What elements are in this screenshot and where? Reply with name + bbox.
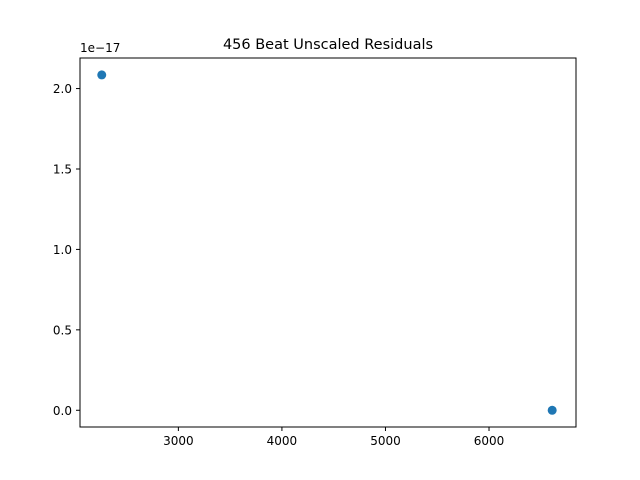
x-tick-label: 3000 [163, 434, 194, 448]
x-tick-label: 5000 [370, 434, 401, 448]
data-point [97, 70, 107, 80]
y-axis-offset-label: 1e−17 [80, 41, 120, 55]
x-axis: 3000 4000 5000 6000 [163, 427, 504, 448]
y-tick-label: 2.0 [53, 82, 72, 96]
y-tick-label: 0.0 [53, 404, 72, 418]
y-tick-label: 0.5 [53, 323, 72, 337]
y-tick-label: 1.0 [53, 243, 72, 257]
y-tick-label: 1.5 [53, 162, 72, 176]
y-axis: 0.0 0.5 1.0 1.5 2.0 [53, 82, 80, 418]
chart-title: 456 Beat Unscaled Residuals [223, 37, 433, 53]
data-points [97, 70, 557, 415]
plot-area-frame [79, 57, 577, 428]
x-tick-label: 6000 [474, 434, 505, 448]
data-point [547, 405, 557, 415]
x-tick-label: 4000 [267, 434, 298, 448]
